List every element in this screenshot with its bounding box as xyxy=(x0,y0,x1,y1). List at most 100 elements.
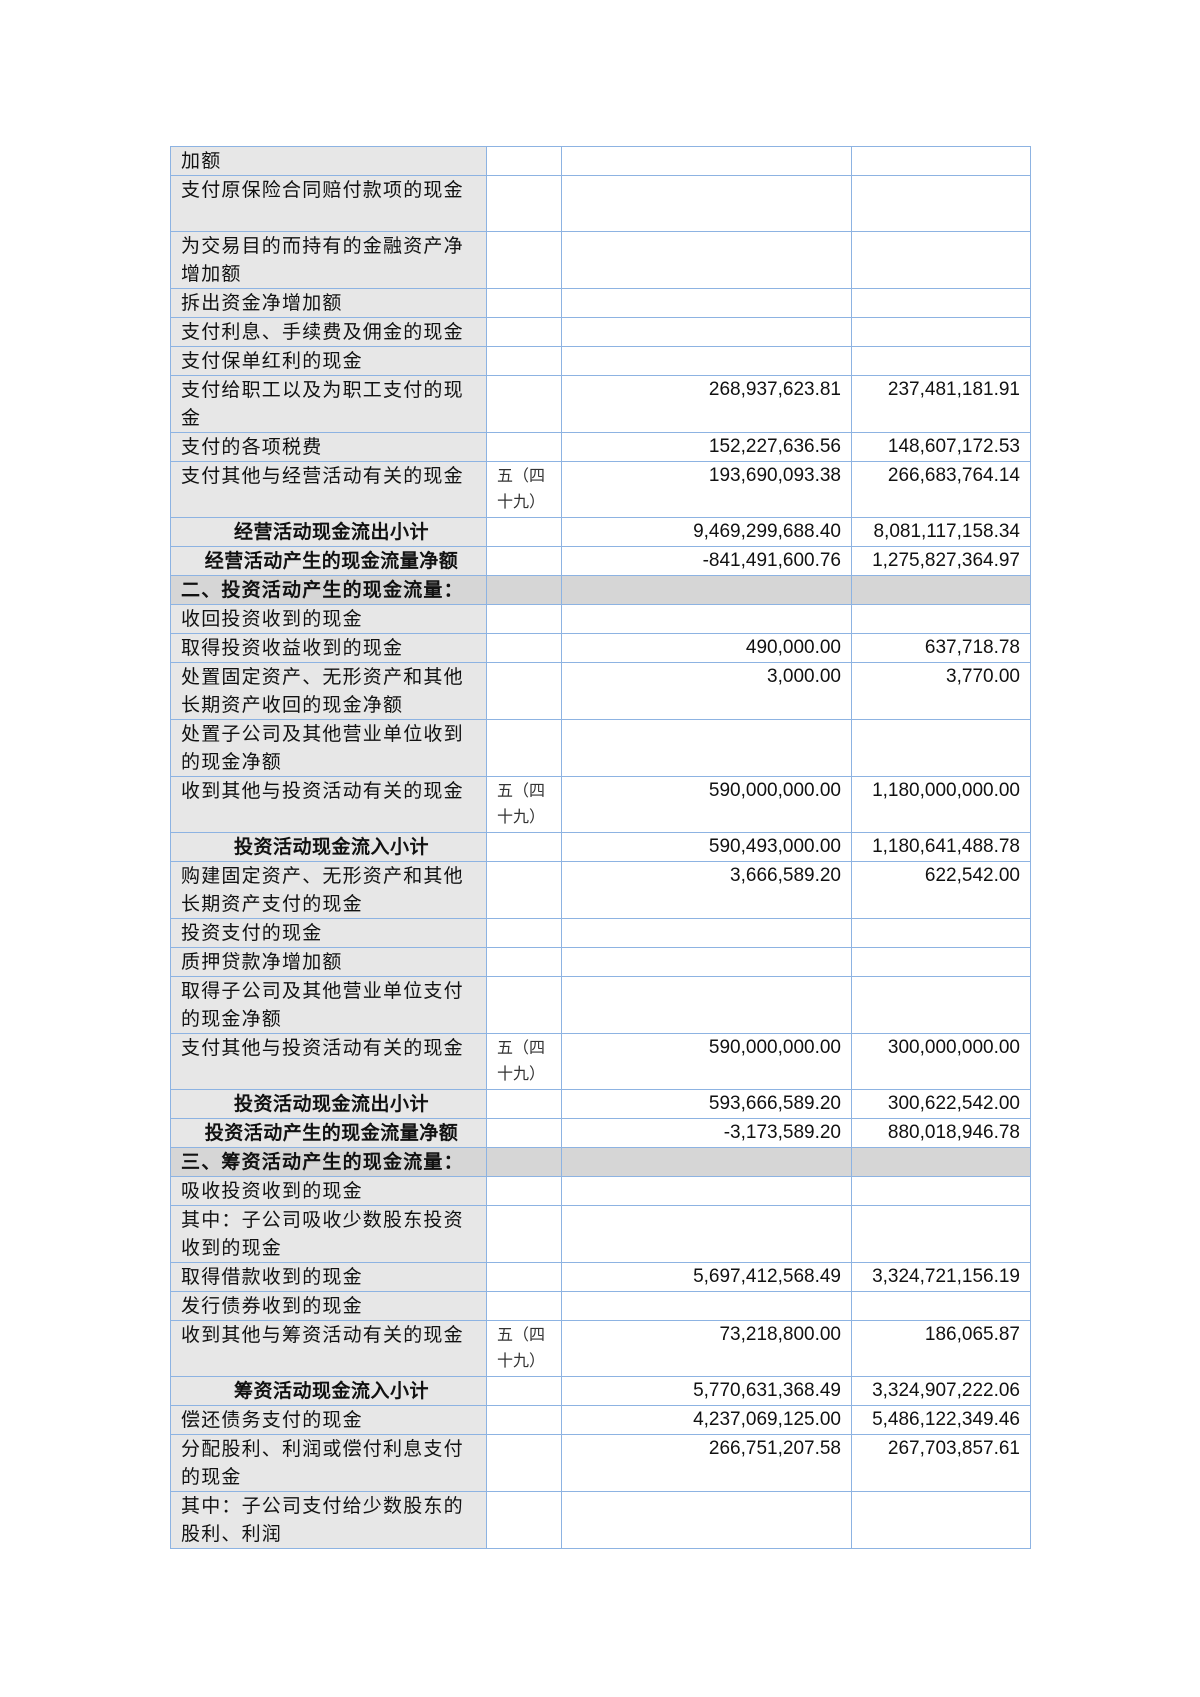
row-label: 二、投资活动产生的现金流量： xyxy=(170,575,487,605)
prior-period-value xyxy=(851,175,1031,232)
cash-flow-statement-table: 加额 支付原保险合同赔付款项的现金 为交易目的而持有的金融资产净增加额 拆出资金净增加… xyxy=(170,146,1031,1549)
row-label: 投资活动产生的现金流量净额 xyxy=(170,1118,487,1148)
row-label: 购建固定资产、无形资产和其他长期资产支付的现金 xyxy=(170,861,487,919)
prior-period-value: 300,622,542.00 xyxy=(851,1089,1031,1119)
row-label: 其中：子公司吸收少数股东投资收到的现金 xyxy=(170,1205,487,1263)
subtotal-row: 经营活动现金流出小计 9,469,299,688.40 8,081,117,158.… xyxy=(170,517,1031,547)
row-label: 收回投资收到的现金 xyxy=(170,604,487,634)
current-period-value xyxy=(561,1291,852,1321)
prior-period-value xyxy=(851,1147,1031,1177)
table-row: 发行债券收到的现金 xyxy=(170,1291,1031,1321)
note-ref xyxy=(486,918,562,948)
row-label: 筹资活动现金流入小计 xyxy=(170,1376,487,1406)
note-ref xyxy=(486,1376,562,1406)
prior-period-value: 267,703,857.61 xyxy=(851,1434,1031,1492)
current-period-value xyxy=(561,1491,852,1549)
note-ref xyxy=(486,375,562,433)
row-label: 处置子公司及其他营业单位收到的现金净额 xyxy=(170,719,487,777)
current-period-value xyxy=(561,1176,852,1206)
prior-period-value: 1,275,827,364.97 xyxy=(851,546,1031,576)
note-ref xyxy=(486,719,562,777)
row-label: 其中：子公司支付给少数股东的股利、利润 xyxy=(170,1491,487,1549)
table-row: 投资支付的现金 xyxy=(170,918,1031,948)
table-row: 其中：子公司吸收少数股东投资收到的现金 xyxy=(170,1205,1031,1263)
subtotal-row: 投资活动现金流出小计 593,666,589.20 300,622,542.00 xyxy=(170,1089,1031,1119)
table-body: 加额 支付原保险合同赔付款项的现金 为交易目的而持有的金融资产净增加额 拆出资金净增加… xyxy=(170,146,1031,1549)
prior-period-value xyxy=(851,947,1031,977)
table-row: 取得子公司及其他营业单位支付的现金净额 xyxy=(170,976,1031,1034)
prior-period-value: 148,607,172.53 xyxy=(851,432,1031,462)
note-ref: 五（四十九） xyxy=(486,1320,562,1377)
row-label: 加额 xyxy=(170,146,487,176)
note-ref xyxy=(486,546,562,576)
table-row: 收回投资收到的现金 xyxy=(170,604,1031,634)
current-period-value xyxy=(561,231,852,289)
prior-period-value xyxy=(851,918,1031,948)
row-label: 吸收投资收到的现金 xyxy=(170,1176,487,1206)
row-label: 收到其他与投资活动有关的现金 xyxy=(170,776,487,833)
current-period-value: 593,666,589.20 xyxy=(561,1089,852,1119)
row-label: 支付原保险合同赔付款项的现金 xyxy=(170,175,487,232)
subtotal-row: 投资活动现金流入小计 590,493,000.00 1,180,641,488.78 xyxy=(170,832,1031,862)
row-label: 支付其他与投资活动有关的现金 xyxy=(170,1033,487,1090)
row-label: 支付保单红利的现金 xyxy=(170,346,487,376)
note-ref xyxy=(486,1147,562,1177)
prior-period-value: 8,081,117,158.34 xyxy=(851,517,1031,547)
current-period-value: 590,000,000.00 xyxy=(561,776,852,833)
table-row: 吸收投资收到的现金 xyxy=(170,1176,1031,1206)
current-period-value: 3,666,589.20 xyxy=(561,861,852,919)
table-row: 偿还债务支付的现金 4,237,069,125.00 5,486,122,349.4… xyxy=(170,1405,1031,1435)
prior-period-value: 1,180,000,000.00 xyxy=(851,776,1031,833)
row-label: 投资活动现金流出小计 xyxy=(170,1089,487,1119)
note-ref xyxy=(486,288,562,318)
current-period-value xyxy=(561,346,852,376)
row-label: 取得借款收到的现金 xyxy=(170,1262,487,1292)
row-label: 投资支付的现金 xyxy=(170,918,487,948)
current-period-value: 152,227,636.56 xyxy=(561,432,852,462)
table-row: 支付给职工以及为职工支付的现金 268,937,623.81 237,481,181… xyxy=(170,375,1031,433)
table-row: 支付原保险合同赔付款项的现金 xyxy=(170,175,1031,232)
note-ref xyxy=(486,575,562,605)
note-ref xyxy=(486,517,562,547)
prior-period-value xyxy=(851,1176,1031,1206)
subtotal-row: 经营活动产生的现金流量净额 -841,491,600.76 1,275,827,36… xyxy=(170,546,1031,576)
note-ref xyxy=(486,432,562,462)
current-period-value xyxy=(561,918,852,948)
prior-period-value xyxy=(851,146,1031,176)
prior-period-value: 186,065.87 xyxy=(851,1320,1031,1377)
note-ref xyxy=(486,1405,562,1435)
current-period-value: -841,491,600.76 xyxy=(561,546,852,576)
prior-period-value: 237,481,181.91 xyxy=(851,375,1031,433)
current-period-value: 266,751,207.58 xyxy=(561,1434,852,1492)
current-period-value xyxy=(561,175,852,232)
current-period-value xyxy=(561,317,852,347)
row-label: 质押贷款净增加额 xyxy=(170,947,487,977)
prior-period-value: 1,180,641,488.78 xyxy=(851,832,1031,862)
row-label: 取得投资收益收到的现金 xyxy=(170,633,487,663)
current-period-value xyxy=(561,575,852,605)
current-period-value: -3,173,589.20 xyxy=(561,1118,852,1148)
prior-period-value: 300,000,000.00 xyxy=(851,1033,1031,1090)
prior-period-value xyxy=(851,1291,1031,1321)
note-ref xyxy=(486,1118,562,1148)
note-ref xyxy=(486,976,562,1034)
note-ref xyxy=(486,146,562,176)
note-ref xyxy=(486,231,562,289)
note-ref xyxy=(486,604,562,634)
prior-period-value xyxy=(851,317,1031,347)
current-period-value: 193,690,093.38 xyxy=(561,461,852,518)
current-period-value: 490,000.00 xyxy=(561,633,852,663)
table-row: 处置子公司及其他营业单位收到的现金净额 xyxy=(170,719,1031,777)
table-row: 购建固定资产、无形资产和其他长期资产支付的现金 3,666,589.20 622,5… xyxy=(170,861,1031,919)
note-ref xyxy=(486,317,562,347)
table-row: 其中：子公司支付给少数股东的股利、利润 xyxy=(170,1491,1031,1549)
subtotal-row: 筹资活动现金流入小计 5,770,631,368.49 3,324,907,222.… xyxy=(170,1376,1031,1406)
prior-period-value xyxy=(851,604,1031,634)
table-row: 取得投资收益收到的现金 490,000.00 637,718.78 xyxy=(170,633,1031,663)
note-ref xyxy=(486,1491,562,1549)
current-period-value: 590,493,000.00 xyxy=(561,832,852,862)
row-label: 偿还债务支付的现金 xyxy=(170,1405,487,1435)
table-row: 支付保单红利的现金 xyxy=(170,346,1031,376)
prior-period-value xyxy=(851,231,1031,289)
note-ref: 五（四十九） xyxy=(486,461,562,518)
